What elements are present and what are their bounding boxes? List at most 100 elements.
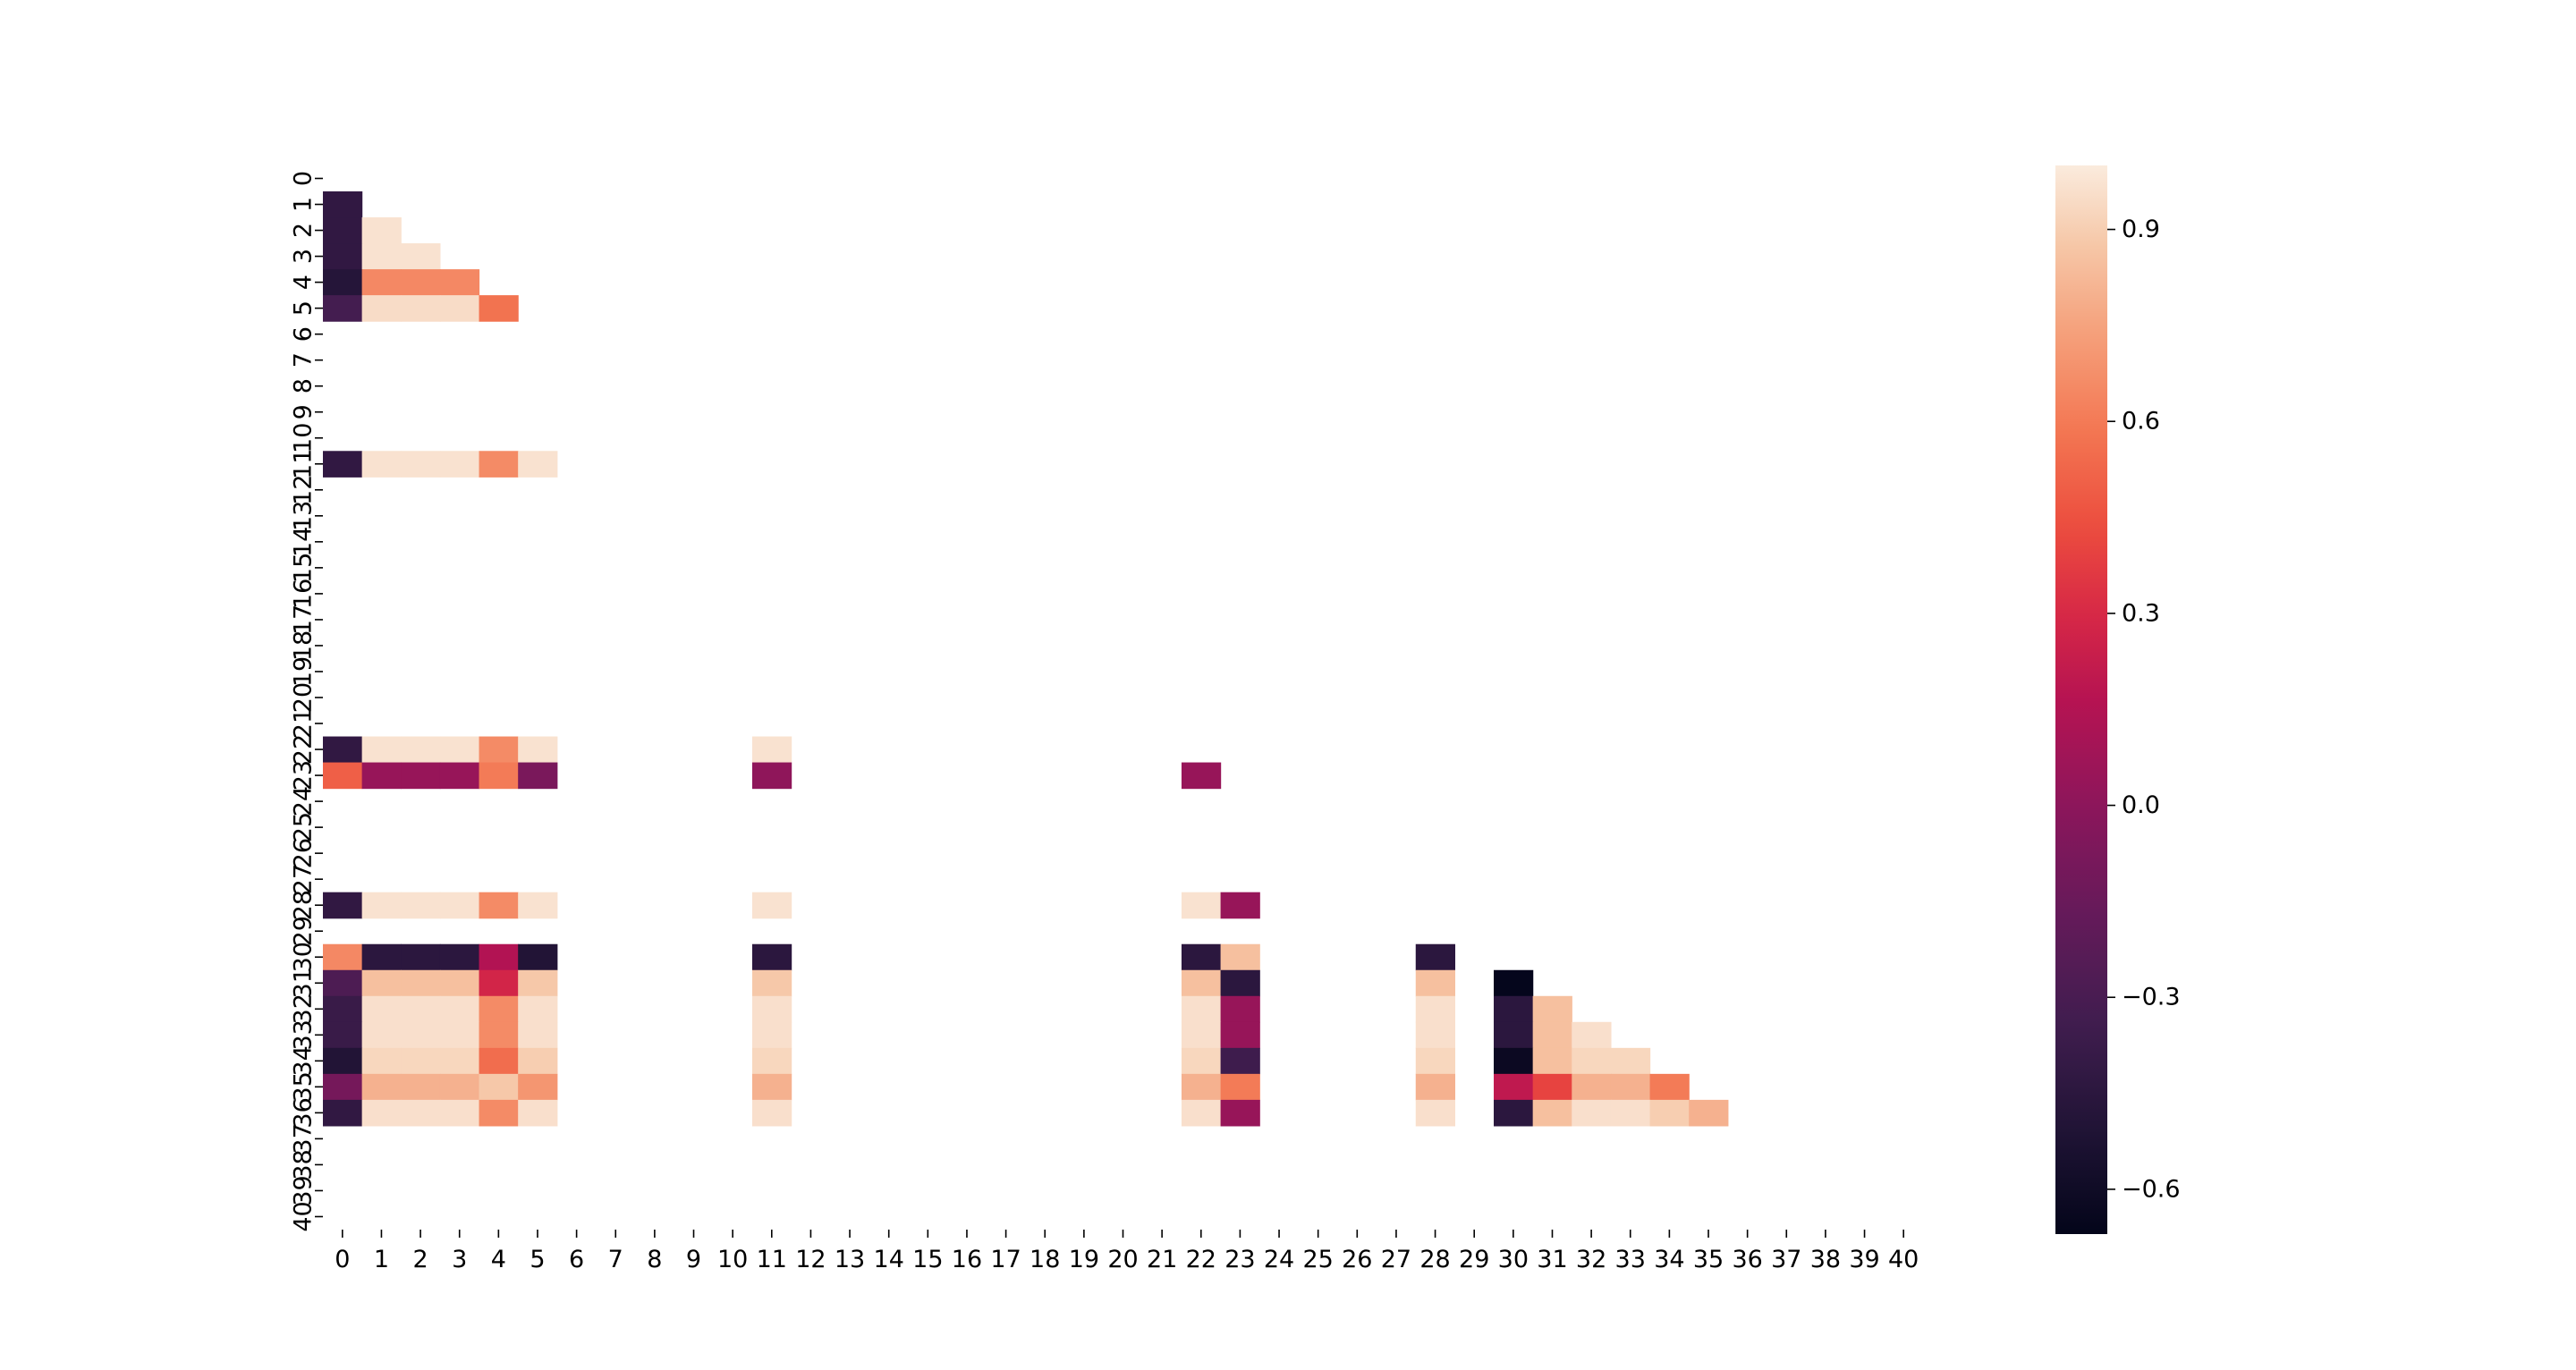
heatmap-cell-r36-c11 — [751, 1099, 792, 1127]
heatmap-cell-r5-c3 — [439, 295, 480, 322]
heatmap-cell-r31-c28 — [1415, 969, 1455, 997]
heatmap-cell-r31-c23 — [1220, 969, 1260, 997]
heatmap-cell-r32-c1 — [361, 995, 402, 1023]
y-tick-label: 9 — [290, 404, 318, 419]
y-tick-label: 25 — [290, 812, 318, 842]
heatmap-cell-r35-c34 — [1649, 1073, 1690, 1101]
heatmap-cell-r32-c3 — [439, 995, 480, 1023]
y-tick-label: 36 — [290, 1097, 318, 1128]
y-tick-label: 24 — [290, 786, 318, 816]
heatmap-cell-r31-c2 — [401, 969, 441, 997]
x-tick-label: 16 — [952, 1246, 982, 1273]
x-tick-label: 11 — [757, 1246, 787, 1273]
heatmap-cell-r32-c0 — [323, 995, 363, 1023]
heatmap-cell-r11-c4 — [479, 451, 519, 478]
heatmap-cell-r28-c0 — [323, 892, 363, 919]
y-tick-label: 10 — [290, 423, 318, 453]
y-tick-label: 1 — [290, 197, 318, 212]
y-tick-label: 31 — [290, 968, 318, 998]
heatmap-cell-r34-c5 — [518, 1047, 558, 1075]
heatmap-cells — [323, 191, 1729, 1127]
heatmap-cell-r34-c28 — [1415, 1047, 1455, 1075]
heatmap-cell-r1-c0 — [323, 191, 363, 218]
y-tick-label: 35 — [290, 1071, 318, 1102]
y-tick-label: 33 — [290, 1019, 318, 1050]
colorbar-tick-label: 0.9 — [2122, 216, 2160, 243]
heatmap-cell-r33-c2 — [401, 1021, 441, 1049]
y-tick-label: 19 — [290, 656, 318, 687]
heatmap-cell-r33-c4 — [479, 1021, 519, 1049]
heatmap-cell-r22-c0 — [323, 736, 363, 764]
heatmap-cell-r35-c1 — [361, 1073, 402, 1101]
heatmap-cell-r36-c3 — [439, 1099, 480, 1127]
x-tick-label: 10 — [717, 1246, 748, 1273]
x-tick-label: 14 — [874, 1246, 904, 1273]
heatmap-cell-r22-c4 — [479, 736, 519, 764]
y-tick-label: 4 — [290, 275, 318, 290]
heatmap-cell-r34-c23 — [1220, 1047, 1260, 1075]
x-tick-label: 13 — [835, 1246, 865, 1273]
heatmap-cell-r33-c30 — [1494, 1021, 1534, 1049]
heatmap-cell-r5-c0 — [323, 295, 363, 322]
heatmap-cell-r34-c22 — [1181, 1047, 1222, 1075]
heatmap-cell-r3-c0 — [323, 243, 363, 270]
x-axis: 0 1 2 3 4 5 6 7 8 9 10 11 12 13 14 15 16 17 18 19 20 21 22 23 24… — [335, 1230, 1919, 1273]
heatmap-cell-r34-c0 — [323, 1047, 363, 1075]
heatmap-cell-r35-c32 — [1572, 1073, 1612, 1101]
x-tick-label: 35 — [1693, 1246, 1724, 1273]
heatmap-cell-r30-c2 — [401, 943, 441, 971]
heatmap-cell-r36-c33 — [1610, 1099, 1651, 1127]
heatmap-cell-r33-c23 — [1220, 1021, 1260, 1049]
heatmap-cell-r22-c2 — [401, 736, 441, 764]
y-tick-label: 23 — [290, 760, 318, 791]
x-tick-label: 32 — [1576, 1246, 1606, 1273]
heatmap-cell-r32-c23 — [1220, 995, 1260, 1023]
heatmap-cell-r32-c2 — [401, 995, 441, 1023]
heatmap-cell-r22-c3 — [439, 736, 480, 764]
heatmap-cell-r30-c0 — [323, 943, 363, 971]
y-tick-label: 11 — [290, 449, 318, 479]
y-tick-label: 39 — [290, 1175, 318, 1205]
heatmap-cell-r28-c22 — [1181, 892, 1222, 919]
heatmap-cell-r30-c1 — [361, 943, 402, 971]
heatmap-cell-r34-c33 — [1610, 1047, 1651, 1075]
y-tick-label: 8 — [290, 378, 318, 393]
heatmap-cell-r34-c31 — [1532, 1047, 1572, 1075]
heatmap-cell-r22-c11 — [751, 736, 792, 764]
y-tick-label: 34 — [290, 1045, 318, 1076]
x-tick-label: 17 — [990, 1246, 1021, 1273]
heatmap-cell-r23-c0 — [323, 762, 363, 790]
y-tick-label: 28 — [290, 890, 318, 920]
heatmap-cell-r11-c5 — [518, 451, 558, 478]
heatmap-cell-r31-c0 — [323, 969, 363, 997]
x-tick-label: 38 — [1810, 1246, 1841, 1273]
heatmap-cell-r28-c11 — [751, 892, 792, 919]
x-tick-label: 8 — [647, 1246, 662, 1273]
y-tick-label: 17 — [290, 605, 318, 635]
heatmap-cell-r2-c0 — [323, 217, 363, 244]
heatmap-cell-r31-c1 — [361, 969, 402, 997]
x-tick-label: 3 — [452, 1246, 467, 1273]
heatmap-cell-r33-c0 — [323, 1021, 363, 1049]
heatmap-cell-r33-c31 — [1532, 1021, 1572, 1049]
heatmap-cell-r36-c5 — [518, 1099, 558, 1127]
heatmap-cell-r33-c11 — [751, 1021, 792, 1049]
colorbar: 0.9 0.6 0.3 0.0 −0.3 −0.6 — [2055, 165, 2181, 1234]
heatmap-cell-r35-c3 — [439, 1073, 480, 1101]
heatmap-cell-r23-c5 — [518, 762, 558, 790]
heatmap-cell-r35-c5 — [518, 1073, 558, 1101]
heatmap-cell-r3-c1 — [361, 243, 402, 270]
y-tick-label: 20 — [290, 682, 318, 713]
heatmap-cell-r32-c31 — [1532, 995, 1572, 1023]
heatmap-cell-r36-c28 — [1415, 1099, 1455, 1127]
y-tick-label: 27 — [290, 864, 318, 894]
heatmap-cell-r32-c11 — [751, 995, 792, 1023]
heatmap-cell-r36-c0 — [323, 1099, 363, 1127]
x-tick-label: 28 — [1419, 1246, 1450, 1273]
heatmap-cell-r34-c2 — [401, 1047, 441, 1075]
x-tick-label: 34 — [1654, 1246, 1684, 1273]
y-tick-label: 13 — [290, 501, 318, 531]
heatmap-cell-r11-c3 — [439, 451, 480, 478]
y-tick-label: 37 — [290, 1123, 318, 1154]
heatmap-cell-r34-c32 — [1572, 1047, 1612, 1075]
